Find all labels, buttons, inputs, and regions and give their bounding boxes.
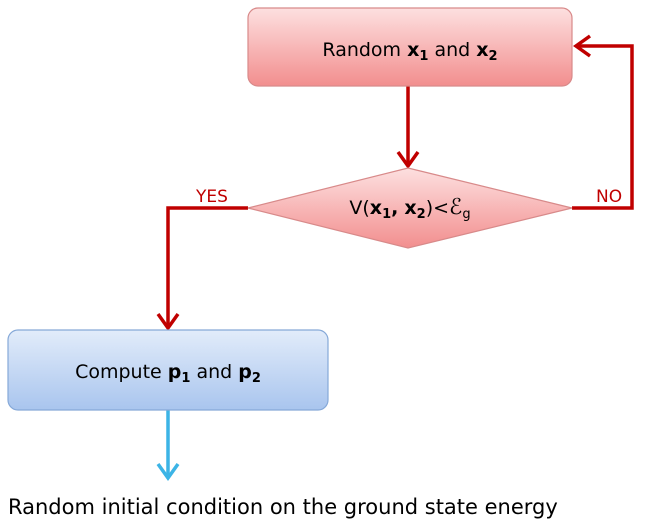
decision-label: V(x1, x2)<ℰg bbox=[349, 195, 470, 222]
label-part: V( bbox=[349, 197, 369, 219]
label-part: p bbox=[238, 361, 252, 383]
connectors bbox=[156, 34, 634, 482]
output-arrow-head bbox=[156, 462, 180, 482]
process-label: Random x1 and x2 bbox=[322, 39, 497, 65]
label-part: ℰ bbox=[449, 195, 462, 220]
label-part: Random bbox=[322, 39, 401, 61]
edge-label-no: NO bbox=[596, 187, 622, 207]
edge-label-yes: YES bbox=[195, 187, 228, 207]
label-part: x bbox=[407, 39, 419, 61]
loop-no-head bbox=[572, 34, 592, 58]
label-part: 1 bbox=[181, 371, 190, 386]
label-part: 1 bbox=[419, 49, 428, 64]
label-part: , bbox=[391, 197, 398, 219]
label-part: x bbox=[476, 39, 488, 61]
label-part: p bbox=[168, 361, 182, 383]
label-part: x bbox=[370, 197, 382, 219]
label-part: 2 bbox=[489, 49, 498, 64]
label-part: 2 bbox=[417, 207, 426, 222]
label-part: x bbox=[404, 197, 416, 219]
label-part: )< bbox=[426, 197, 449, 219]
branch-yes bbox=[166, 206, 248, 326]
branch-yes-head bbox=[156, 312, 180, 332]
caption: Random initial condition on the ground s… bbox=[8, 495, 558, 519]
label-part: 2 bbox=[252, 371, 261, 386]
label-part: Compute bbox=[75, 361, 162, 383]
compute-box bbox=[7, 329, 329, 411]
decision-diamond bbox=[247, 167, 573, 249]
label-part: g bbox=[462, 207, 470, 222]
label-part: and bbox=[434, 39, 470, 61]
arrow-down-head bbox=[396, 150, 420, 170]
loop-no bbox=[572, 44, 634, 210]
process-box bbox=[247, 7, 573, 87]
label-part: 1 bbox=[382, 207, 391, 222]
label-part: and bbox=[196, 361, 232, 383]
compute-label: Compute p1 and p2 bbox=[75, 361, 261, 387]
